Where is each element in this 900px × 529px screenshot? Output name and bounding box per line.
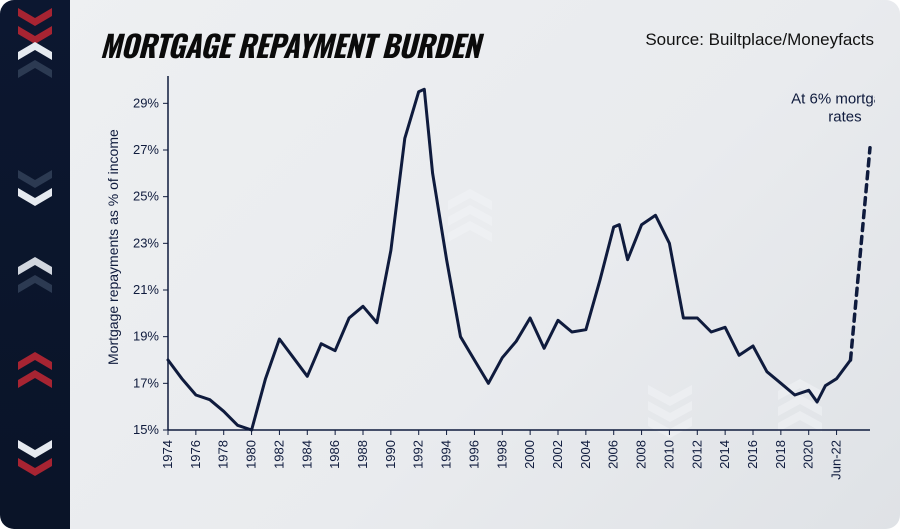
x-tick-label: 2020 [801,440,816,469]
y-tick-label: 23% [133,235,159,250]
x-tick-label: 1976 [188,440,203,469]
x-tick-label: 2004 [578,440,593,469]
x-tick-label: 1988 [355,440,370,469]
x-tick-label: 1998 [494,440,509,469]
annotation-line2: rates [828,108,861,125]
x-tick-label: 2016 [745,440,760,469]
y-tick-label: 27% [133,142,159,157]
x-tick-label: Jun-22 [829,440,844,480]
y-tick-label: 21% [133,282,159,297]
x-tick-label: 1990 [383,440,398,469]
x-tick-label: 1974 [160,440,175,469]
x-tick-label: 2010 [661,440,676,469]
x-tick-label: 1996 [466,440,481,469]
x-tick-label: 2002 [550,440,565,469]
x-tick-label: 2012 [689,440,704,469]
y-tick-label: 25% [133,189,159,204]
source-text: Source: Builtplace/Moneyfacts [645,30,874,50]
x-tick-label: 1982 [271,440,286,469]
left-decorative-bar [0,0,70,529]
x-tick-label: 2008 [634,440,649,469]
x-tick-label: 1994 [439,440,454,469]
x-tick-label: 1986 [327,440,342,469]
x-tick-label: 1978 [216,440,231,469]
x-tick-label: 1980 [244,440,259,469]
line-chart: 15% 17% 19% 21% 23% 25% 27% 29% Mortgage repayme… [100,70,875,500]
x-tick-label: 2006 [606,440,621,469]
x-tick-label: 1992 [411,440,426,469]
x-tick-label: 2014 [717,440,732,469]
projection-dashed-line [851,148,871,360]
y-axis-title: Mortgage repayments as % of income [105,129,121,365]
x-tick-label: 1984 [299,440,314,469]
page-title: MORTGAGE REPAYMENT BURDEN [100,22,479,67]
left-chevrons-icon [0,0,70,529]
y-tick-label: 29% [133,95,159,110]
x-tick-label: 2018 [773,440,788,469]
y-tick-label: 19% [133,329,159,344]
y-tick-label: 17% [133,375,159,390]
main-series-line [168,89,851,430]
annotation-line1: At 6% mortgage [791,90,875,107]
x-tick-label: 2000 [522,440,537,469]
chart-svg: 15% 17% 19% 21% 23% 25% 27% 29% Mortgage repayme… [100,70,875,500]
y-tick-label: 15% [133,422,159,437]
stage: MORTGAGE REPAYMENT BURDEN Source: Builtp… [0,0,900,529]
